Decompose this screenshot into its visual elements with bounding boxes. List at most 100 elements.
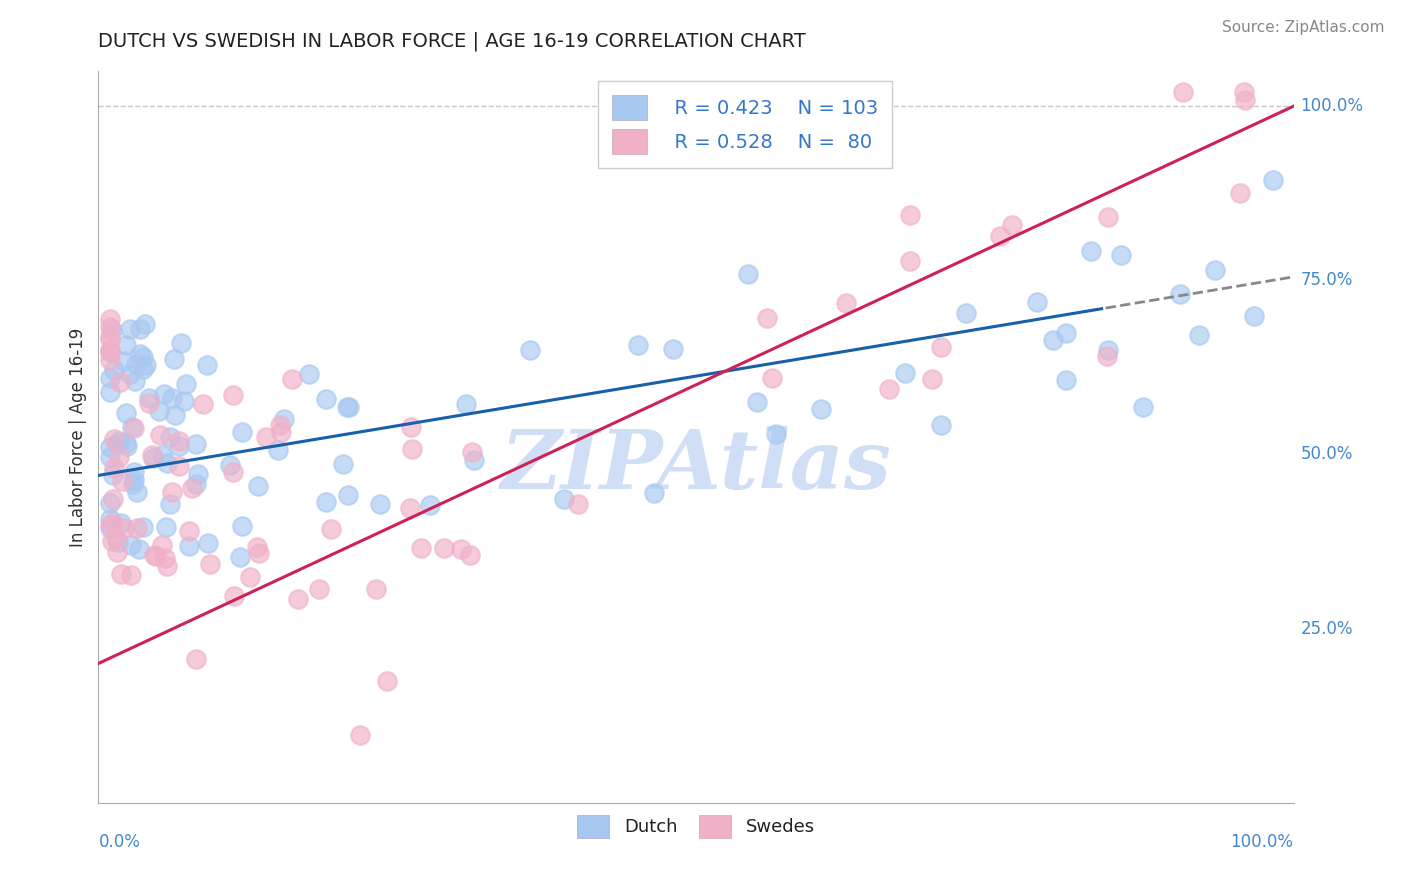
Point xyxy=(627,338,650,352)
Point xyxy=(761,371,783,385)
Point xyxy=(349,728,371,742)
Point xyxy=(1132,400,1154,414)
Point xyxy=(101,323,124,337)
Point xyxy=(921,372,943,386)
Point xyxy=(155,550,177,565)
Point xyxy=(988,229,1011,244)
Point xyxy=(401,442,423,456)
Point xyxy=(737,267,759,281)
Point xyxy=(98,328,122,343)
Point xyxy=(270,425,292,439)
Point xyxy=(167,439,190,453)
Point xyxy=(98,343,122,358)
Point xyxy=(122,476,145,491)
Point xyxy=(177,524,200,538)
Point xyxy=(662,342,685,356)
Point xyxy=(1097,343,1119,358)
Point xyxy=(181,481,204,495)
Point xyxy=(156,456,179,470)
Point xyxy=(177,539,200,553)
Point xyxy=(218,458,240,472)
Point xyxy=(103,460,125,475)
Point xyxy=(191,397,214,411)
Point xyxy=(98,518,122,533)
Point xyxy=(149,428,172,442)
Point xyxy=(337,401,360,415)
Point xyxy=(254,430,277,444)
Point xyxy=(159,497,181,511)
Point xyxy=(103,363,125,377)
Point xyxy=(105,437,128,451)
Point xyxy=(114,353,136,368)
Point xyxy=(1095,349,1118,363)
Point xyxy=(195,358,218,372)
Point xyxy=(409,541,432,555)
Point xyxy=(173,393,195,408)
Point xyxy=(159,430,181,444)
Point xyxy=(132,519,155,533)
Point xyxy=(124,465,146,479)
Point xyxy=(98,343,122,357)
Legend: Dutch, Swedes: Dutch, Swedes xyxy=(569,807,823,845)
Point xyxy=(184,476,207,491)
Point xyxy=(955,306,977,320)
Point xyxy=(170,335,193,350)
Point xyxy=(1001,218,1024,232)
Point xyxy=(153,387,176,401)
Point xyxy=(308,582,330,596)
Point xyxy=(368,497,391,511)
Point xyxy=(124,375,146,389)
Point xyxy=(98,385,122,400)
Point xyxy=(115,338,138,352)
Point xyxy=(142,450,165,465)
Point xyxy=(127,484,149,499)
Point xyxy=(273,412,295,426)
Point xyxy=(101,516,124,531)
Point xyxy=(298,367,321,381)
Point xyxy=(107,434,129,448)
Point xyxy=(162,391,184,405)
Text: 0.0%: 0.0% xyxy=(98,833,141,851)
Point xyxy=(122,421,145,435)
Point xyxy=(114,436,136,450)
Point xyxy=(112,520,135,534)
Point xyxy=(110,566,132,581)
Point xyxy=(929,417,952,432)
Point xyxy=(1054,373,1077,387)
Point xyxy=(107,544,129,558)
Point xyxy=(104,531,127,545)
Point xyxy=(929,340,952,354)
Point xyxy=(120,538,142,552)
Point xyxy=(266,442,288,457)
Point xyxy=(1243,309,1265,323)
Point xyxy=(120,367,142,381)
Text: ZIPAtlas: ZIPAtlas xyxy=(501,426,891,507)
Point xyxy=(138,395,160,409)
Point xyxy=(150,538,173,552)
Point xyxy=(134,317,156,331)
Point xyxy=(108,375,131,389)
Point xyxy=(98,511,122,525)
Text: 100.0%: 100.0% xyxy=(1301,97,1364,115)
Point xyxy=(163,351,186,366)
Point xyxy=(456,397,478,411)
Point xyxy=(145,549,167,563)
Text: DUTCH VS SWEDISH IN LABOR FORCE | AGE 16-19 CORRELATION CHART: DUTCH VS SWEDISH IN LABOR FORCE | AGE 16… xyxy=(98,31,806,51)
Point xyxy=(337,488,360,502)
Point xyxy=(98,352,122,367)
Point xyxy=(120,567,142,582)
Point xyxy=(152,448,174,462)
Point xyxy=(419,498,441,512)
Point xyxy=(155,520,177,534)
Point xyxy=(222,465,245,479)
Point xyxy=(1171,85,1194,99)
Point xyxy=(553,492,575,507)
Point xyxy=(98,450,122,464)
Text: 100.0%: 100.0% xyxy=(1230,833,1294,851)
Point xyxy=(98,371,122,385)
Point xyxy=(110,516,132,530)
Point xyxy=(141,448,163,462)
Point xyxy=(375,673,398,688)
Point xyxy=(128,542,150,557)
Point xyxy=(567,497,589,511)
